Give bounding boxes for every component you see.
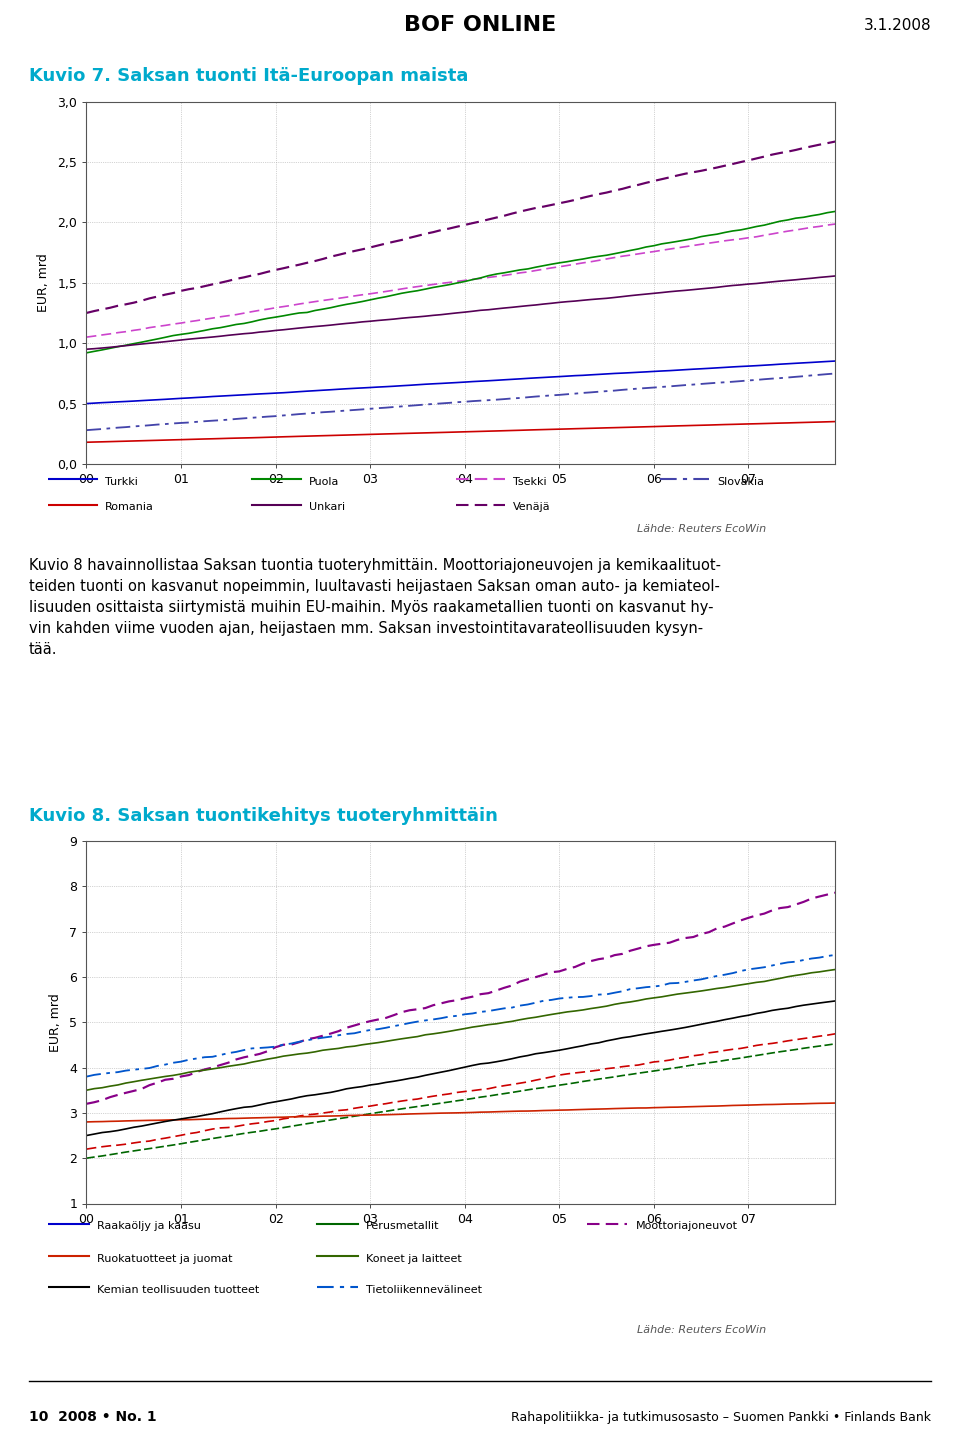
Text: Romania: Romania (106, 502, 154, 512)
Text: Moottoriajoneuvot: Moottoriajoneuvot (636, 1221, 737, 1231)
Text: Unkari: Unkari (309, 502, 346, 512)
Text: Slovakia: Slovakia (717, 477, 764, 487)
Y-axis label: EUR, mrd: EUR, mrd (37, 254, 51, 312)
Text: Venäjä: Venäjä (514, 502, 551, 512)
Text: Tietoliikennevälineet: Tietoliikennevälineet (367, 1285, 482, 1295)
Text: Kuvio 8. Saksan tuontikehitys tuoteryhmittäin: Kuvio 8. Saksan tuontikehitys tuoteryhmi… (29, 806, 497, 825)
Text: Tsekki: Tsekki (514, 477, 547, 487)
Text: BOF ONLINE: BOF ONLINE (404, 16, 556, 35)
Text: Lähde: Reuters EcoWin: Lähde: Reuters EcoWin (636, 1325, 766, 1335)
Text: Kuvio 7. Saksan tuonti Itä-Euroopan maista: Kuvio 7. Saksan tuonti Itä-Euroopan mais… (29, 67, 468, 86)
Text: 10  2008 • No. 1: 10 2008 • No. 1 (29, 1411, 156, 1424)
Text: Kuvio 8 havainnollistaa Saksan tuontia tuoteryhmittäin. Moottoriajoneuvojen ja k: Kuvio 8 havainnollistaa Saksan tuontia t… (29, 558, 721, 657)
Text: 3.1.2008: 3.1.2008 (864, 17, 931, 33)
Text: Turkki: Turkki (106, 477, 138, 487)
Y-axis label: EUR, mrd: EUR, mrd (49, 993, 62, 1051)
Text: Rahapolitiikka- ja tutkimusosasto – Suomen Pankki • Finlands Bank: Rahapolitiikka- ja tutkimusosasto – Suom… (511, 1411, 931, 1424)
Text: Puola: Puola (309, 477, 340, 487)
Text: Koneet ja laitteet: Koneet ja laitteet (367, 1254, 462, 1263)
Text: Lähde: Reuters EcoWin: Lähde: Reuters EcoWin (636, 525, 766, 534)
Text: Raakaöljy ja kaasu: Raakaöljy ja kaasu (97, 1221, 201, 1231)
Text: Perusmetallit: Perusmetallit (367, 1221, 440, 1231)
Text: Kemian teollisuuden tuotteet: Kemian teollisuuden tuotteet (97, 1285, 259, 1295)
Text: Ruokatuotteet ja juomat: Ruokatuotteet ja juomat (97, 1254, 232, 1263)
